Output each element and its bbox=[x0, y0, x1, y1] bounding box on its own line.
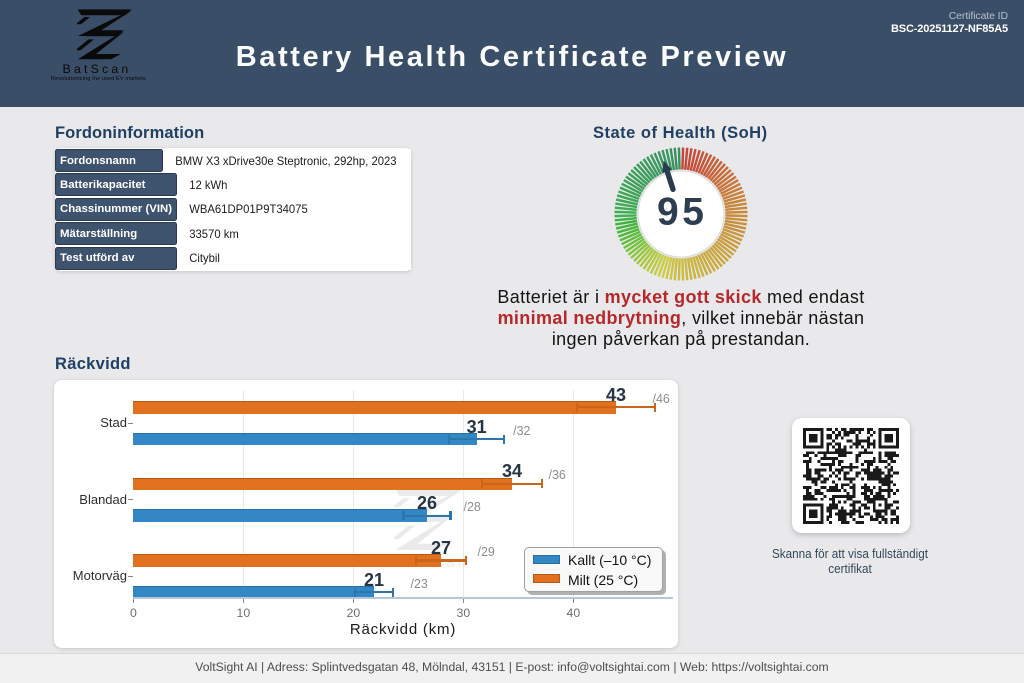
svg-text:95: 95 bbox=[657, 190, 707, 233]
